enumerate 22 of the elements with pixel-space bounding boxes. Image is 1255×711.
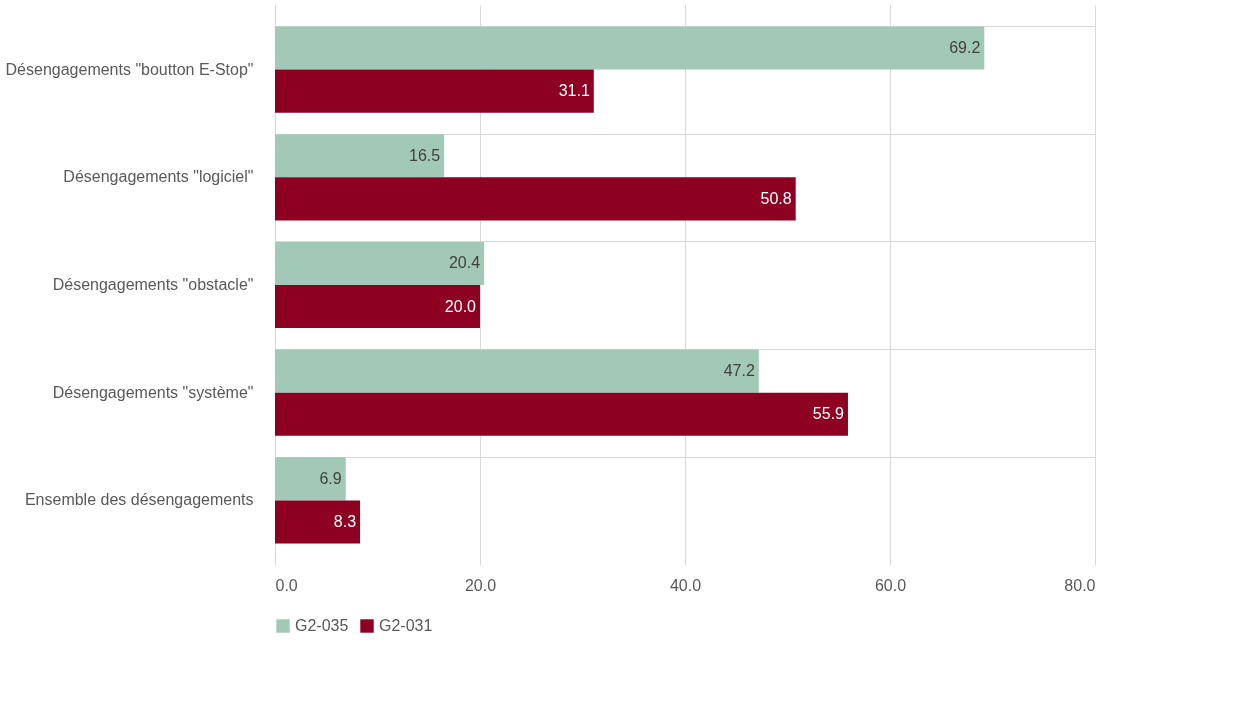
text: 20.0 (444, 297, 476, 315)
text: 16.5 (408, 146, 441, 164)
text: 47.2 (723, 362, 755, 380)
legend-label: G2-035 (295, 617, 349, 634)
legend-label: G2-031 (379, 617, 433, 634)
x-tick-label: 80.0 (1064, 576, 1096, 594)
text: 55.9 (812, 405, 844, 423)
y-tick-label: Ensemble des désengagements (24, 491, 254, 509)
y-tick-label: Désengagements "système" (52, 383, 254, 401)
y-tick-label: Désengagements "boutton E-Stop" (5, 60, 254, 78)
text: 8.3 (333, 512, 357, 530)
text: 69.2 (949, 39, 981, 57)
x-tick-label: 0.0 (275, 576, 298, 594)
text: 20.4 (448, 254, 481, 272)
text: 31.1 (558, 82, 590, 100)
x-tick-label: 60.0 (874, 576, 907, 594)
text: 6.9 (319, 469, 342, 487)
y-tick-label: Désengagements "obstacle" (52, 276, 254, 293)
y-tick-label: Désengagements "logiciel" (63, 168, 254, 186)
text: 50.8 (760, 189, 792, 207)
x-tick-label: 40.0 (669, 576, 702, 594)
x-tick-label: 20.0 (464, 576, 497, 594)
